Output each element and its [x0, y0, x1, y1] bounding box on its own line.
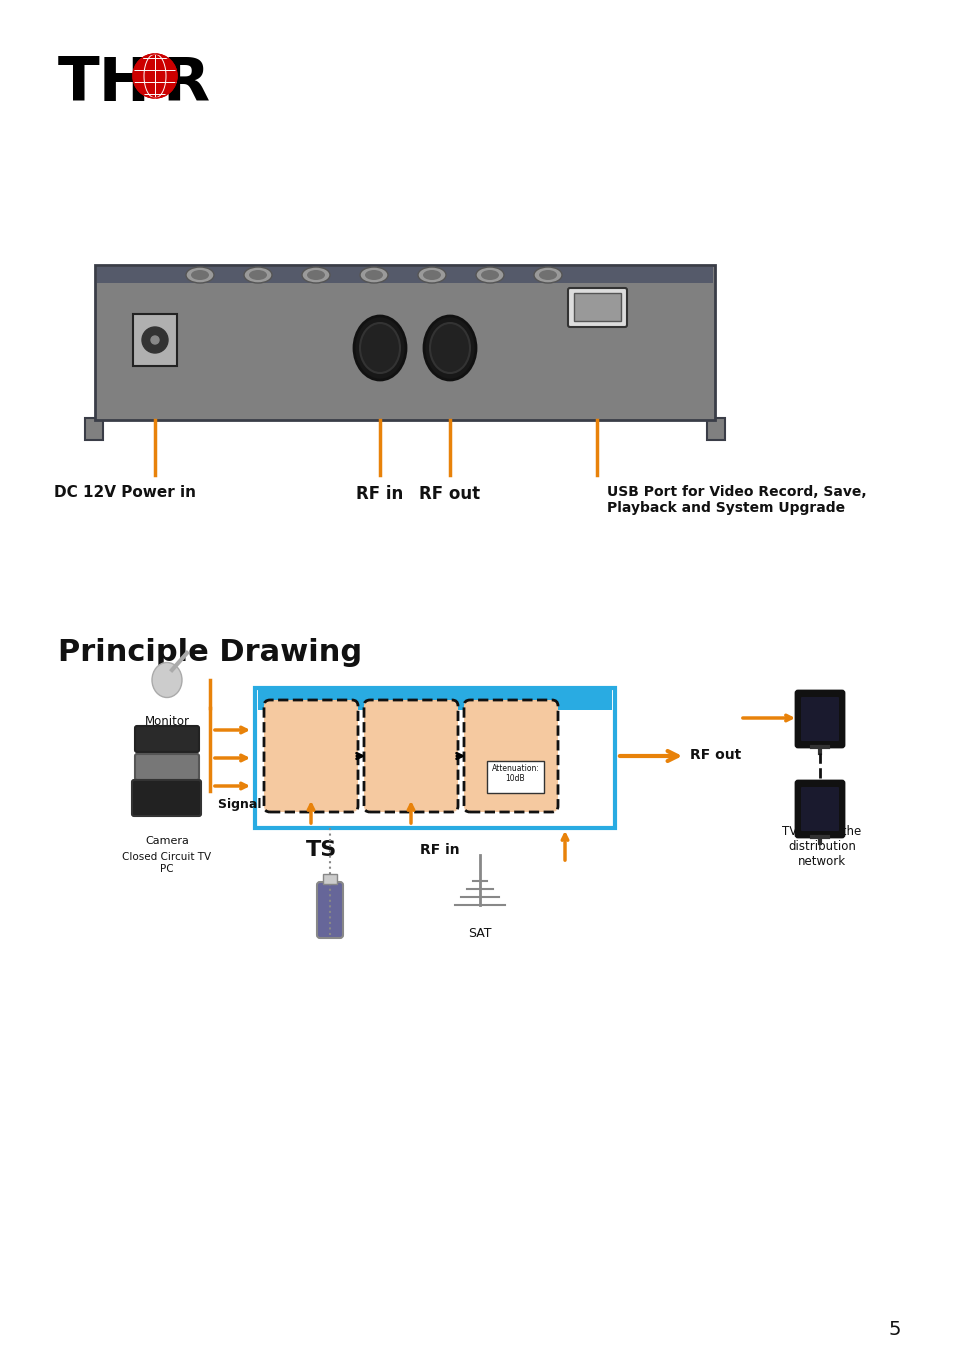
Text: TS: TS [306, 839, 337, 860]
FancyBboxPatch shape [316, 881, 343, 938]
Ellipse shape [359, 324, 399, 372]
Ellipse shape [191, 269, 209, 280]
Ellipse shape [480, 269, 498, 280]
Circle shape [151, 336, 159, 344]
Text: SAT: SAT [468, 927, 491, 940]
FancyBboxPatch shape [795, 781, 843, 837]
FancyBboxPatch shape [264, 700, 357, 812]
FancyBboxPatch shape [567, 288, 626, 328]
FancyBboxPatch shape [132, 780, 201, 816]
Text: RF in: RF in [419, 844, 459, 857]
FancyBboxPatch shape [706, 418, 724, 440]
Text: RF out: RF out [419, 485, 480, 502]
Ellipse shape [152, 662, 182, 697]
Text: USB Port for Video Record, Save,
Playback and System Upgrade: USB Port for Video Record, Save, Playbac… [606, 485, 865, 516]
FancyBboxPatch shape [364, 700, 457, 812]
Text: Signal input: Signal input [218, 798, 302, 811]
Text: DVD: DVD [153, 766, 180, 779]
Text: Closed Circuit TV
PC: Closed Circuit TV PC [122, 852, 212, 873]
Ellipse shape [307, 269, 325, 280]
Text: STB/IRD: STB/IRD [143, 793, 191, 807]
FancyBboxPatch shape [85, 418, 103, 440]
Ellipse shape [359, 267, 388, 283]
Text: RF out: RF out [689, 747, 740, 762]
FancyBboxPatch shape [135, 754, 199, 780]
Ellipse shape [354, 315, 406, 380]
Circle shape [132, 54, 177, 97]
Text: Camera: Camera [145, 835, 189, 846]
FancyBboxPatch shape [323, 873, 336, 884]
Ellipse shape [249, 269, 267, 280]
FancyBboxPatch shape [795, 691, 843, 747]
Ellipse shape [417, 267, 446, 283]
Ellipse shape [244, 267, 272, 283]
FancyBboxPatch shape [574, 292, 620, 321]
Text: TV+AV to the
distribution
network: TV+AV to the distribution network [781, 825, 861, 868]
Circle shape [142, 328, 168, 353]
Ellipse shape [422, 269, 440, 280]
FancyBboxPatch shape [801, 697, 838, 741]
FancyBboxPatch shape [95, 265, 714, 420]
FancyBboxPatch shape [132, 314, 177, 366]
Text: Attenuation:
10dB: Attenuation: 10dB [491, 764, 538, 784]
FancyBboxPatch shape [486, 761, 543, 793]
Ellipse shape [186, 267, 213, 283]
Bar [97, 267, 712, 283]
FancyBboxPatch shape [801, 787, 838, 831]
Text: TH: TH [58, 56, 151, 114]
FancyBboxPatch shape [135, 726, 199, 751]
Ellipse shape [476, 267, 503, 283]
Text: R: R [162, 56, 209, 114]
FancyBboxPatch shape [463, 700, 558, 812]
Ellipse shape [538, 269, 557, 280]
Text: RF in: RF in [356, 485, 403, 502]
Bar [257, 691, 612, 709]
Ellipse shape [302, 267, 330, 283]
Text: DC 12V Power in: DC 12V Power in [54, 485, 195, 500]
Ellipse shape [423, 315, 476, 380]
Text: Monitor: Monitor [144, 715, 190, 728]
FancyBboxPatch shape [254, 688, 615, 829]
Ellipse shape [365, 269, 382, 280]
Ellipse shape [430, 324, 470, 372]
Ellipse shape [534, 267, 561, 283]
Text: 5: 5 [888, 1320, 901, 1339]
Text: Principle Drawing: Principle Drawing [58, 638, 362, 668]
